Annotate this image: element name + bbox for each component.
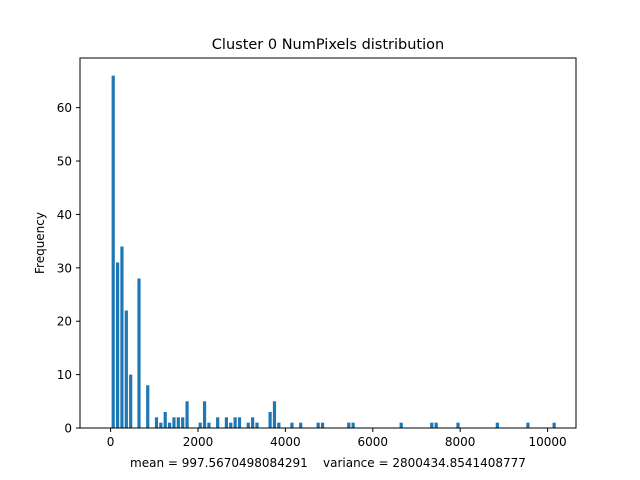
x-tick-label: 2000	[183, 435, 214, 449]
histogram-bar	[430, 422, 434, 428]
histogram-bar	[399, 422, 403, 428]
histogram-bar	[159, 422, 163, 428]
histogram-bar	[526, 422, 530, 428]
y-tick-label: 60	[57, 101, 72, 115]
histogram-bar	[146, 385, 150, 428]
x-axis-ticks: 0 2000 4000 6000 8000 10000	[107, 428, 567, 449]
histogram-bar	[207, 422, 211, 428]
x-axis-label: mean = 997.5670498084291 variance = 2800…	[130, 456, 526, 470]
y-tick-label: 10	[57, 368, 72, 382]
y-tick-label: 20	[57, 315, 72, 329]
histogram-bar	[185, 401, 189, 428]
histogram-bar	[129, 374, 133, 428]
histogram-bar	[233, 417, 237, 428]
x-tick-label: 4000	[270, 435, 301, 449]
histogram-bar	[552, 422, 556, 428]
histogram-bar	[268, 411, 272, 428]
histogram-bar	[216, 417, 220, 428]
y-axis-ticks: 0 10 20 30 40 50 60	[57, 101, 80, 436]
bars-group	[111, 75, 556, 429]
histogram-bar	[320, 422, 325, 428]
histogram-bar	[246, 422, 250, 428]
histogram-bar	[172, 417, 176, 428]
x-tick-label: 6000	[358, 435, 389, 449]
histogram-bar	[229, 422, 233, 428]
histogram-bar	[111, 75, 115, 429]
y-axis-label: Frequency	[33, 212, 47, 274]
chart-title: Cluster 0 NumPixels distribution	[212, 37, 444, 53]
y-tick-label: 0	[64, 422, 72, 436]
histogram-bar	[137, 278, 141, 428]
y-tick-label: 40	[57, 208, 72, 222]
x-tick-label: 10000	[529, 435, 567, 449]
histogram-bar	[456, 422, 460, 428]
histogram-bar	[351, 422, 355, 428]
histogram-bar	[198, 422, 202, 428]
histogram-bar	[277, 422, 281, 428]
plot-frame	[79, 57, 577, 429]
histogram-bar	[176, 417, 180, 428]
x-tick-label: 0	[107, 435, 115, 449]
histogram-bar	[255, 422, 259, 428]
histogram-bar	[115, 262, 120, 428]
y-tick-label: 50	[57, 155, 72, 169]
histogram-bar	[181, 417, 185, 428]
histogram-bar	[224, 417, 228, 428]
histogram-bar	[202, 401, 207, 428]
x-tick-label: 8000	[445, 435, 476, 449]
histogram-bar	[237, 417, 242, 428]
histogram-bar	[167, 422, 172, 428]
histogram-bar	[299, 422, 303, 428]
histogram-bar	[120, 246, 124, 428]
histogram-bar	[495, 422, 499, 428]
histogram-bar	[251, 417, 255, 428]
histogram-bar	[124, 310, 128, 428]
histogram-bar	[272, 401, 277, 428]
histogram-bar	[434, 422, 438, 428]
histogram-bar	[290, 422, 294, 428]
histogram-bar	[154, 417, 159, 428]
histogram-bar	[316, 422, 320, 428]
histogram-bar	[347, 422, 351, 428]
y-tick-label: 30	[57, 261, 72, 275]
histogram-bar	[163, 411, 167, 428]
